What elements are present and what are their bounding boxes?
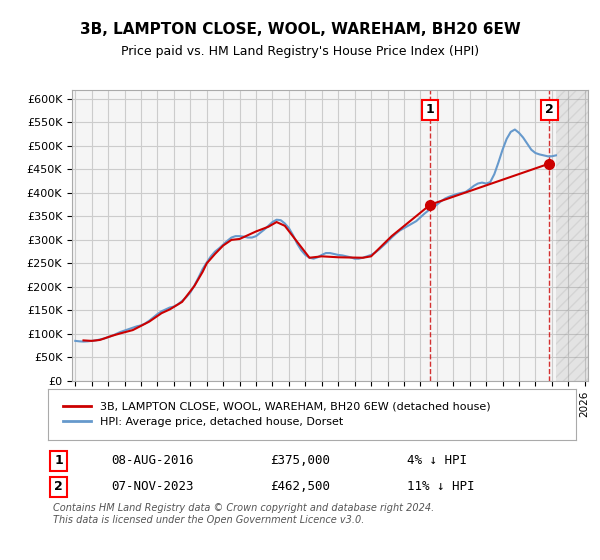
Text: 3B, LAMPTON CLOSE, WOOL, WAREHAM, BH20 6EW: 3B, LAMPTON CLOSE, WOOL, WAREHAM, BH20 6… (80, 22, 520, 38)
Bar (556, 90, 593, 381)
Text: 08-AUG-2016: 08-AUG-2016 (112, 454, 194, 468)
Text: 07-NOV-2023: 07-NOV-2023 (112, 480, 194, 493)
Text: 11% ↓ HPI: 11% ↓ HPI (407, 480, 475, 493)
Text: 2: 2 (54, 480, 63, 493)
Text: 2: 2 (545, 104, 554, 116)
Text: 4% ↓ HPI: 4% ↓ HPI (407, 454, 467, 468)
Text: £462,500: £462,500 (270, 480, 330, 493)
Text: 1: 1 (426, 104, 434, 116)
Text: Price paid vs. HM Land Registry's House Price Index (HPI): Price paid vs. HM Land Registry's House … (121, 45, 479, 58)
Text: Contains HM Land Registry data © Crown copyright and database right 2024.
This d: Contains HM Land Registry data © Crown c… (53, 503, 434, 525)
Text: £375,000: £375,000 (270, 454, 330, 468)
Text: 1: 1 (54, 454, 63, 468)
Legend: 3B, LAMPTON CLOSE, WOOL, WAREHAM, BH20 6EW (detached house), HPI: Average price,: 3B, LAMPTON CLOSE, WOOL, WAREHAM, BH20 6… (59, 397, 495, 432)
